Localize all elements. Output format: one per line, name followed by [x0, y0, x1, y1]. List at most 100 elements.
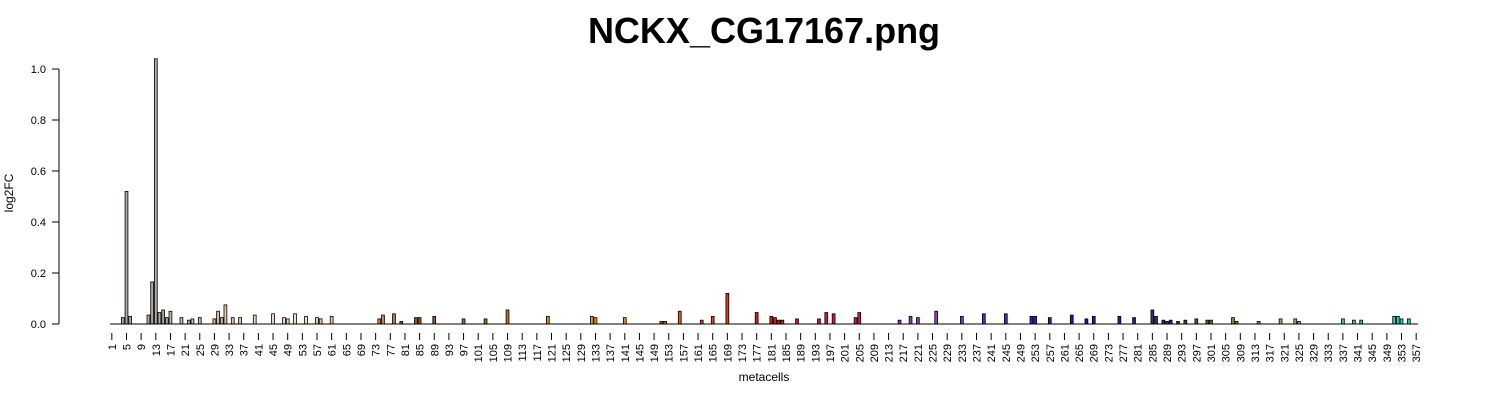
x-tick-label: 321: [1279, 344, 1291, 362]
x-tick-label: 165: [708, 344, 720, 362]
x-tick-label: 149: [649, 344, 661, 362]
x-tick-label: 25: [195, 344, 207, 356]
x-tick-label: 85: [415, 344, 427, 356]
bar-metacell-285: [1150, 309, 1155, 325]
bar-metacell-17: [168, 310, 173, 325]
bar-metacell-181: [769, 315, 774, 325]
x-tick-label: 353: [1397, 344, 1409, 362]
bar-metacell-84: [414, 317, 418, 325]
bar-metacell-29: [212, 318, 217, 325]
x-tick-label: 245: [1001, 344, 1013, 362]
x-tick-label: 205: [854, 344, 866, 362]
x-tick-label: 125: [561, 344, 573, 362]
x-tick-label: 69: [356, 344, 368, 356]
bar-metacell-288: [1161, 319, 1166, 325]
bar-metacell-340: [1352, 319, 1356, 325]
x-tick-label: 233: [957, 344, 969, 362]
x-tick-label: 109: [503, 344, 515, 362]
chart-title: NCKX_CG17167.png: [588, 10, 940, 51]
x-tick-label: 197: [825, 344, 837, 362]
x-tick-label: 169: [722, 344, 734, 362]
x-tick-label: 21: [180, 344, 192, 356]
x-tick-label: 5: [121, 344, 133, 350]
x-axis-label: metacells: [739, 370, 790, 384]
x-tick-label: 185: [781, 344, 793, 362]
bar-metacell-23: [190, 318, 195, 325]
bar-metacell-12: [150, 281, 154, 325]
x-tick-label: 13: [151, 344, 163, 356]
bar-metacell-269: [1091, 315, 1096, 325]
x-tick-label: 269: [1089, 344, 1101, 362]
x-tick-label: 49: [283, 344, 295, 356]
bar-metacell-156: [677, 310, 682, 325]
x-tick-label: 1: [107, 344, 119, 350]
bar-metacell-85: [417, 317, 422, 325]
x-tick-label: 193: [810, 344, 822, 362]
bar-metacell-25: [197, 317, 202, 325]
x-tick-label: 97: [459, 344, 471, 356]
bar-metacell-11: [146, 314, 151, 325]
bar-metacell-120: [546, 315, 550, 325]
bar-metacell-320: [1278, 318, 1283, 325]
x-tick-label: 121: [546, 344, 558, 362]
bar-metacell-31: [219, 317, 224, 325]
x-tick-label: 45: [268, 344, 280, 356]
x-tick-label: 273: [1103, 344, 1115, 362]
bar-metacell-355: [1407, 318, 1411, 325]
x-tick-label: 137: [605, 344, 617, 362]
bar-metacell-301: [1209, 319, 1213, 325]
x-tick-label: 313: [1250, 344, 1262, 362]
bar-metacell-184: [780, 319, 785, 325]
bar-metacell-263: [1069, 314, 1074, 325]
x-tick-label: 301: [1206, 344, 1218, 362]
x-tick-label: 161: [693, 344, 705, 362]
x-tick-label: 113: [517, 344, 529, 362]
bar-metacell-15: [161, 309, 165, 325]
bar-metacell-78: [392, 313, 396, 325]
x-tick-label: 337: [1338, 344, 1350, 362]
x-tick-label: 257: [1045, 344, 1057, 362]
bar-metacell-22: [186, 319, 191, 325]
bar-metacell-352: [1396, 315, 1400, 325]
x-tick-label: 57: [312, 344, 324, 356]
bar-metacell-300: [1205, 319, 1210, 325]
y-tick-label: 1.0: [31, 64, 46, 76]
bar-metacell-40: [252, 314, 257, 325]
x-tick-label: 289: [1162, 344, 1174, 362]
x-axis: 1 5 9 13 17 21 25 29 33 37 41 45 49 53 57 61 65 69 73 77 81 8…: [107, 333, 1423, 362]
x-tick-label: 157: [678, 344, 690, 362]
bar-metacell-162: [699, 319, 704, 325]
x-tick-label: 101: [473, 344, 485, 362]
bar-metacell-221: [916, 317, 920, 325]
bar-metacell-196: [824, 312, 829, 325]
x-tick-label: 105: [488, 344, 500, 362]
bar-metacell-169: [725, 292, 730, 325]
bar-metacell-57: [315, 317, 319, 325]
bar-metacell-307: [1231, 317, 1235, 325]
bar-metacell-337: [1341, 318, 1345, 325]
x-tick-label: 201: [840, 344, 852, 362]
x-tick-label: 153: [664, 344, 676, 362]
x-tick-label: 221: [913, 344, 925, 362]
x-tick-label: 305: [1221, 344, 1233, 362]
bar-metacell-165: [710, 315, 715, 325]
x-tick-label: 77: [385, 344, 397, 356]
bar-metacell-290: [1168, 319, 1173, 325]
bar-metacell-204: [853, 317, 858, 325]
x-tick-label: 9: [136, 344, 148, 350]
bar-metacell-89: [432, 315, 437, 325]
bar-metacell-5: [124, 190, 129, 325]
x-tick-label: 333: [1323, 344, 1335, 362]
bar-metacell-133: [593, 317, 598, 325]
bar-metacell-109: [505, 309, 510, 325]
bar-metacell-141: [622, 317, 627, 325]
bar-metacell-342: [1359, 319, 1364, 325]
x-tick-label: 173: [737, 344, 749, 362]
bar-metacell-276: [1117, 315, 1122, 325]
x-tick-label: 325: [1294, 344, 1306, 362]
bar-metacell-252: [1029, 315, 1034, 325]
x-tick-label: 229: [942, 344, 954, 362]
bar-metacell-75: [381, 314, 385, 325]
x-tick-label: 265: [1074, 344, 1086, 362]
